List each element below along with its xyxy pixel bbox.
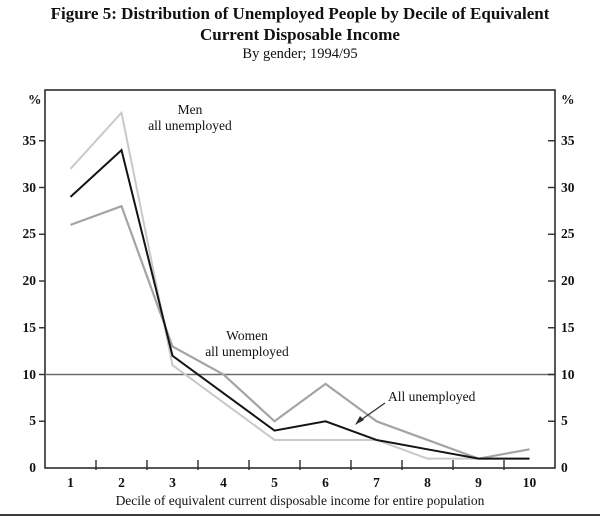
y-tick-label-right-25: 25 [561, 226, 575, 242]
figure-subtitle: By gender; 1994/95 [242, 46, 358, 62]
y-tick-label-left-25: 25 [22, 226, 37, 242]
y-tick-label-left-15: 15 [22, 319, 37, 335]
y-tick-label-right-35: 35 [561, 132, 575, 148]
y-tick-label-left-20: 20 [22, 273, 37, 288]
plot-frame [44, 89, 556, 469]
x-tick-label-2: 2 [118, 475, 125, 490]
series-line-men-all-unemployed [69, 110, 530, 460]
x-tick-label-7: 7 [373, 475, 380, 490]
bottom-divider-line [0, 514, 600, 516]
x-axis-caption: Decile of equivalent current disposable … [115, 493, 485, 508]
series-label-men: Men all unemployed [115, 102, 265, 134]
figure-title-line2: Current Disposable Income [200, 25, 400, 44]
all-unemployed-arrowhead [355, 416, 364, 425]
x-tick-label-9: 9 [475, 475, 482, 490]
y-tick-label-right-10: 10 [561, 366, 575, 382]
x-tick-label-1: 1 [67, 475, 74, 490]
series-line-all-unemployed [69, 148, 530, 460]
y-tick-label-left-10: 10 [22, 366, 37, 382]
series-label-men-line2: all unemployed [148, 118, 232, 133]
x-tick-label-10: 10 [522, 475, 537, 490]
x-tick-label-6: 6 [322, 475, 329, 490]
y-tick-label-left-30: 30 [22, 179, 37, 195]
y-tick-label-right-15: 15 [561, 319, 575, 335]
figure-title-line1: Figure 5: Distribution of Unemployed Peo… [50, 4, 550, 23]
x-tick-label-8: 8 [424, 475, 431, 490]
y-tick-label-left-5: 5 [29, 413, 36, 429]
series-label-women-line2: all unemployed [205, 344, 289, 359]
y-tick-label-right-5: 5 [561, 413, 568, 429]
series-line-women-all-unemployed [70, 204, 530, 460]
y-tick-label-right-30: 30 [561, 179, 575, 195]
series-label-women: Women all unemployed [172, 328, 322, 360]
series-label-all: All unemployed [388, 389, 476, 404]
y-tick-label-right-20: 20 [561, 273, 575, 288]
y-tick-label-left-0: 0 [29, 460, 36, 475]
x-tick-label-5: 5 [271, 475, 278, 490]
y-axis-unit-left: % [28, 92, 42, 107]
y-tick-label-left-35: 35 [22, 132, 37, 148]
y-tick-label-right-0: 0 [561, 460, 568, 475]
series-label-women-line1: Women [226, 328, 268, 343]
x-tick-label-4: 4 [220, 475, 227, 490]
series-label-men-line1: Men [177, 102, 203, 117]
y-axis-unit-right: % [561, 92, 575, 107]
x-tick-label-3: 3 [169, 475, 176, 490]
